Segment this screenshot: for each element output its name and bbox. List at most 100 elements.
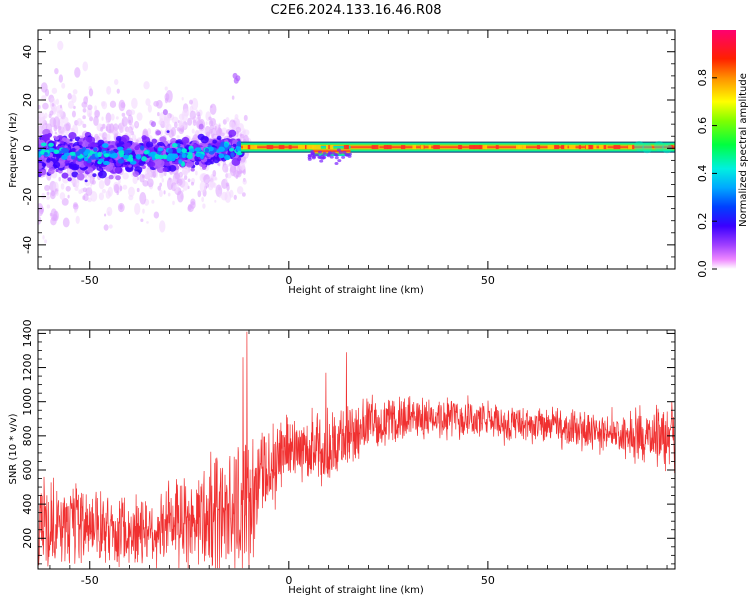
- spectrogram-cell: [216, 127, 223, 137]
- spectrogram-cell: [72, 89, 78, 95]
- spectrogram-cell: [101, 189, 106, 194]
- spectrogram-cell: [173, 121, 178, 129]
- snr-y-tick-label: 1200: [21, 354, 34, 382]
- spectrogram-cell: [106, 133, 111, 141]
- spectrogram-cell: [654, 140, 665, 151]
- spectrogram-cell: [190, 198, 196, 206]
- spectrogram-cell: [90, 191, 98, 202]
- spectrogram-cell: [92, 173, 97, 178]
- spectrogram-cell: [223, 142, 229, 148]
- spectrogram-cell: [117, 158, 124, 164]
- spectrogram-cell: [212, 170, 217, 177]
- spectrogram-cell: [233, 194, 237, 200]
- spectrogram-cell: [187, 178, 191, 183]
- spectrogram-cell: [189, 99, 193, 105]
- chart-title: C2E6.2024.133.16.46.R08: [270, 3, 441, 18]
- spectrogram-cell: [150, 121, 156, 128]
- spectrogram-cell: [140, 218, 144, 223]
- spectrogram-cell: [38, 206, 44, 215]
- spectrogram-cell: [71, 94, 77, 104]
- spectrogram-panel: -50 0 50 -40 -20 0 20 40 Height of straight li…: [8, 29, 676, 296]
- snr-y-tick-label: 1400: [21, 319, 34, 347]
- spectrogram-cell: [135, 154, 142, 160]
- spectrogram-cell: [98, 179, 105, 190]
- spectrogram-heatmap: [38, 40, 675, 244]
- spectrogram-cell: [322, 155, 327, 159]
- spectrogram-cell: [51, 103, 55, 107]
- spectrogram-x-axis-label: Height of straight line (km): [288, 285, 424, 296]
- spectrogram-cell: [157, 147, 162, 152]
- spectrogram-cell: [210, 118, 217, 126]
- spectrogram-cell: [46, 191, 50, 196]
- spectrogram-cell: [205, 131, 211, 138]
- spectrogram-cell: [145, 98, 151, 106]
- spectrogram-x-tick-label: 50: [481, 274, 495, 287]
- spectrogram-cell: [61, 82, 66, 89]
- spectrogram-cell: [208, 146, 214, 152]
- spectrogram-cell: [183, 108, 190, 117]
- spectrogram-cell: [146, 221, 149, 224]
- spectrogram-cell: [90, 146, 94, 150]
- spectrogram-cell: [106, 85, 112, 95]
- spectrogram-cell: [319, 159, 324, 163]
- colorbar-tick-label: 0.8: [696, 69, 709, 87]
- spectrogram-cell: [151, 199, 155, 204]
- spectrogram-cell: [81, 101, 88, 108]
- spectrogram-cell: [105, 119, 109, 124]
- spectrogram-cell: [134, 145, 140, 151]
- spectrogram-cell: [400, 145, 406, 150]
- spectrogram-cell: [40, 150, 45, 155]
- spectrogram-cell: [41, 162, 47, 167]
- spectrogram-cell: [153, 158, 162, 166]
- spectrogram-cell: [205, 121, 208, 125]
- spectrogram-cell: [168, 164, 177, 172]
- spectrogram-cell: [94, 110, 100, 118]
- spectrogram-cell: [232, 143, 237, 147]
- spectrogram-cell: [536, 145, 541, 150]
- snr-y-axis-label: SNR (10 * v/v): [8, 413, 19, 484]
- spectrogram-cell: [234, 165, 237, 170]
- spectrogram-cell: [172, 153, 179, 159]
- spectrogram-y-tick-label: -20: [21, 188, 34, 206]
- spectrogram-cell: [135, 122, 139, 127]
- spectrogram-cell: [243, 114, 248, 122]
- spectrogram-cell: [60, 148, 68, 152]
- spectrogram-cell: [329, 155, 334, 159]
- spectrogram-frame: [37, 29, 676, 270]
- spectrogram-cell: [142, 180, 149, 187]
- spectrogram-cell: [547, 145, 555, 150]
- spectrogram-cell: [420, 145, 424, 150]
- spectrogram-cell: [86, 167, 94, 173]
- spectrogram-y-tick-label: 20: [21, 93, 34, 107]
- spectrogram-cell: [603, 145, 607, 150]
- spectrogram-cell: [642, 143, 653, 154]
- spectrogram-cell: [311, 145, 316, 150]
- spectrogram-cell: [191, 128, 195, 134]
- spectrogram-cell: [121, 112, 126, 117]
- spectrogram-cell: [109, 123, 115, 133]
- spectrogram-cell: [190, 167, 195, 172]
- spectrogram-cell: [194, 161, 200, 166]
- spectrogram-cell: [186, 153, 193, 160]
- spectrogram-cell: [48, 147, 55, 153]
- spectrogram-cell: [242, 179, 247, 185]
- stable-frequency-band: [241, 142, 675, 153]
- spectrogram-cell: [171, 142, 178, 148]
- spectrogram-cell: [383, 145, 388, 150]
- spectrogram-cell: [204, 147, 210, 153]
- spectrogram-cell: [163, 170, 167, 177]
- spectrogram-cell: [167, 192, 171, 197]
- spectrogram-cell: [561, 145, 566, 150]
- spectrogram-cell: [250, 145, 258, 150]
- spectrogram-cell: [75, 215, 80, 225]
- spectrogram-cell: [94, 105, 98, 111]
- spectrogram-cell: [214, 199, 217, 203]
- spectrogram-cell: [212, 156, 220, 164]
- spectrogram-cell: [143, 81, 150, 90]
- spectrogram-cell: [162, 154, 168, 160]
- spectrogram-cell: [98, 158, 105, 163]
- spectrogram-cell: [168, 148, 173, 154]
- spectrogram-cell: [98, 192, 105, 201]
- spectrogram-cell: [174, 184, 179, 191]
